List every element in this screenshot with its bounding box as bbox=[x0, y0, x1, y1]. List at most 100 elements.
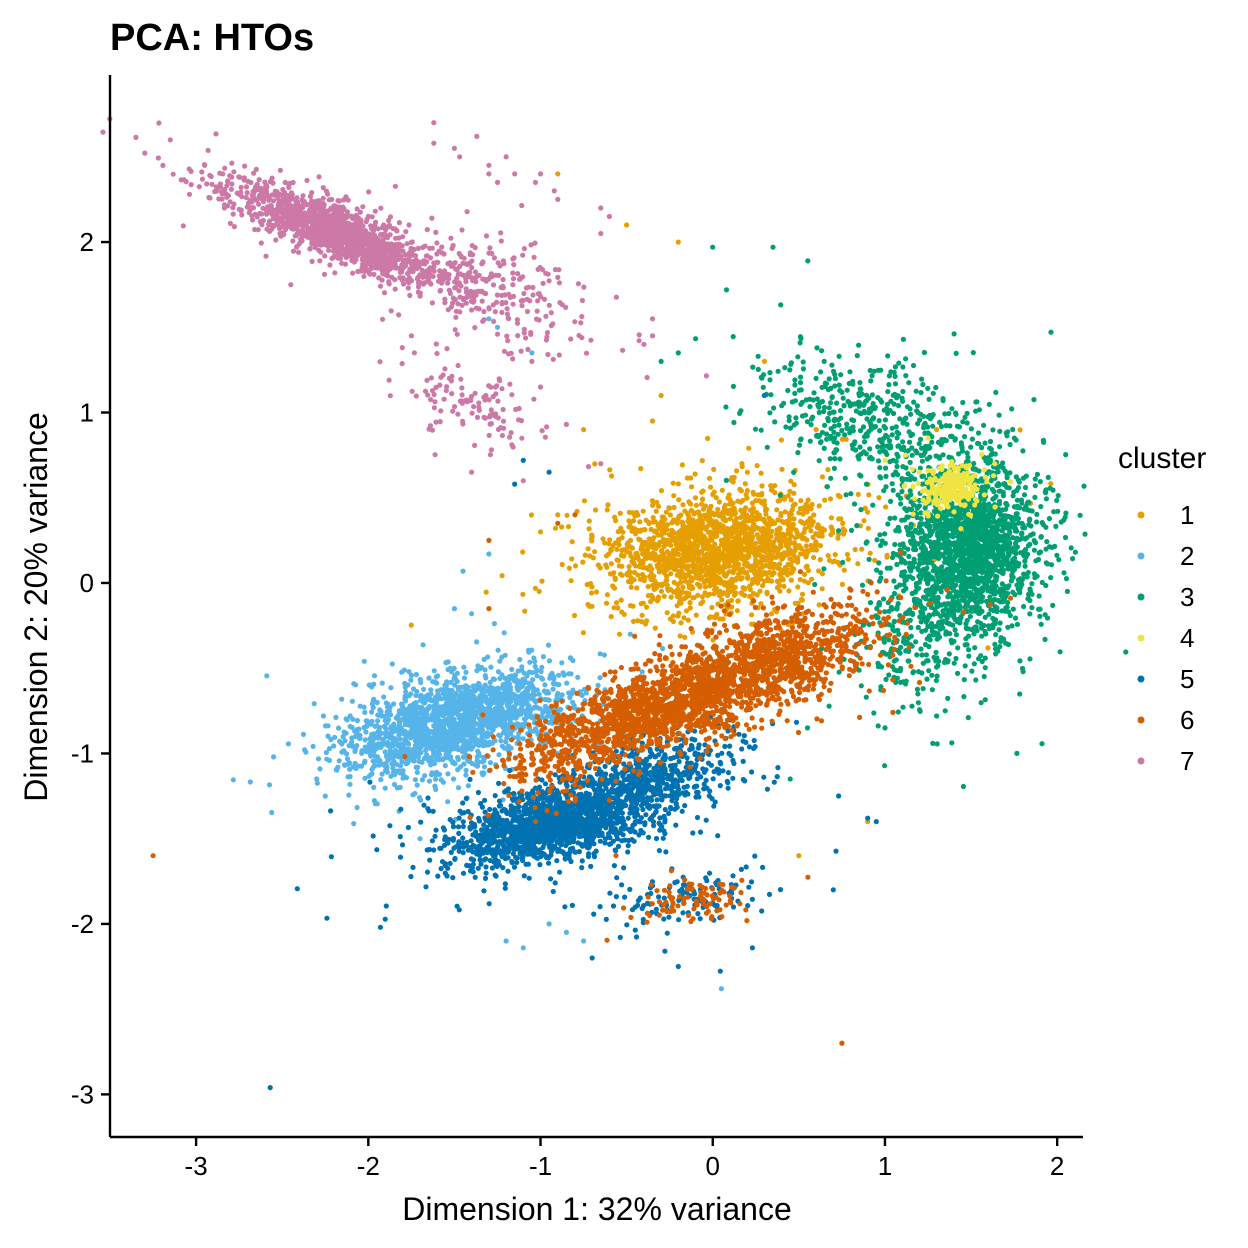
data-point bbox=[354, 743, 360, 749]
data-point bbox=[497, 675, 503, 682]
data-point bbox=[382, 785, 388, 791]
data-point bbox=[495, 669, 502, 675]
data-point bbox=[410, 757, 416, 764]
data-point bbox=[816, 602, 822, 608]
data-point bbox=[688, 527, 694, 533]
data-point bbox=[496, 752, 502, 758]
data-point bbox=[595, 562, 602, 568]
data-point bbox=[733, 576, 739, 582]
data-point bbox=[749, 612, 755, 618]
data-point bbox=[708, 550, 714, 556]
data-point bbox=[362, 758, 368, 764]
data-point bbox=[1007, 612, 1013, 619]
data-point bbox=[1007, 441, 1013, 448]
data-point bbox=[727, 497, 733, 503]
data-point bbox=[430, 697, 436, 704]
data-point bbox=[730, 479, 736, 485]
data-point bbox=[451, 716, 457, 723]
data-point bbox=[499, 573, 505, 579]
data-point bbox=[812, 581, 818, 588]
data-point bbox=[1010, 493, 1016, 499]
data-point bbox=[707, 614, 713, 620]
data-point bbox=[1037, 549, 1044, 555]
data-point bbox=[558, 706, 564, 713]
data-point bbox=[795, 600, 801, 606]
data-point bbox=[753, 498, 759, 504]
data-point bbox=[996, 412, 1002, 418]
data-point bbox=[659, 514, 666, 520]
data-point bbox=[898, 559, 904, 565]
data-point bbox=[405, 718, 411, 724]
data-point bbox=[661, 543, 667, 550]
data-point bbox=[960, 399, 966, 406]
data-point bbox=[719, 597, 725, 603]
data-point bbox=[646, 551, 652, 557]
data-point bbox=[707, 591, 713, 597]
data-point bbox=[777, 497, 783, 503]
data-point bbox=[1017, 427, 1023, 433]
data-point bbox=[971, 631, 977, 637]
data-point bbox=[799, 591, 806, 597]
data-point bbox=[387, 747, 393, 753]
data-point bbox=[770, 540, 776, 547]
data-point bbox=[735, 571, 742, 577]
data-point bbox=[607, 467, 613, 473]
data-point bbox=[434, 738, 440, 744]
data-point bbox=[407, 753, 413, 759]
data-point bbox=[982, 697, 988, 703]
data-point bbox=[682, 508, 688, 514]
data-point bbox=[433, 776, 439, 782]
data-point bbox=[813, 427, 819, 433]
data-point bbox=[743, 547, 749, 553]
data-point bbox=[426, 675, 432, 681]
data-point bbox=[788, 570, 794, 576]
data-point bbox=[801, 571, 808, 578]
data-point bbox=[400, 775, 406, 781]
data-point bbox=[482, 682, 488, 688]
data-point bbox=[723, 580, 730, 586]
data-point bbox=[1043, 560, 1049, 566]
data-point bbox=[417, 676, 423, 683]
data-point bbox=[603, 553, 610, 559]
data-point bbox=[1042, 612, 1048, 618]
data-point bbox=[362, 737, 368, 743]
data-point bbox=[882, 531, 888, 537]
data-point bbox=[470, 704, 476, 710]
data-point bbox=[859, 582, 866, 588]
data-point bbox=[495, 647, 501, 653]
data-point bbox=[795, 555, 801, 561]
data-point bbox=[475, 759, 481, 766]
data-point bbox=[504, 735, 510, 741]
data-point bbox=[458, 697, 464, 703]
data-point bbox=[751, 549, 757, 556]
data-point bbox=[712, 569, 718, 575]
data-point bbox=[701, 546, 707, 552]
data-point bbox=[617, 510, 623, 516]
data-point bbox=[727, 556, 733, 563]
data-point bbox=[463, 706, 469, 713]
data-point bbox=[450, 776, 457, 782]
data-point bbox=[1046, 516, 1052, 522]
data-point bbox=[750, 506, 756, 512]
data-point bbox=[486, 316, 492, 322]
data-point bbox=[966, 647, 972, 653]
data-point bbox=[896, 528, 902, 534]
data-point bbox=[503, 938, 509, 944]
data-point bbox=[411, 746, 417, 752]
data-point bbox=[805, 580, 811, 586]
data-point bbox=[718, 986, 725, 992]
data-point bbox=[636, 536, 642, 542]
data-point bbox=[414, 769, 420, 776]
data-point bbox=[819, 533, 825, 539]
data-point bbox=[346, 792, 352, 798]
data-point bbox=[380, 736, 386, 743]
data-point bbox=[796, 510, 802, 516]
data-point bbox=[600, 536, 606, 542]
data-point bbox=[1010, 557, 1016, 563]
data-point bbox=[513, 715, 519, 721]
data-point bbox=[774, 527, 780, 533]
data-point bbox=[650, 502, 656, 508]
data-point bbox=[742, 481, 748, 487]
data-point bbox=[721, 572, 728, 579]
data-point bbox=[710, 530, 716, 537]
